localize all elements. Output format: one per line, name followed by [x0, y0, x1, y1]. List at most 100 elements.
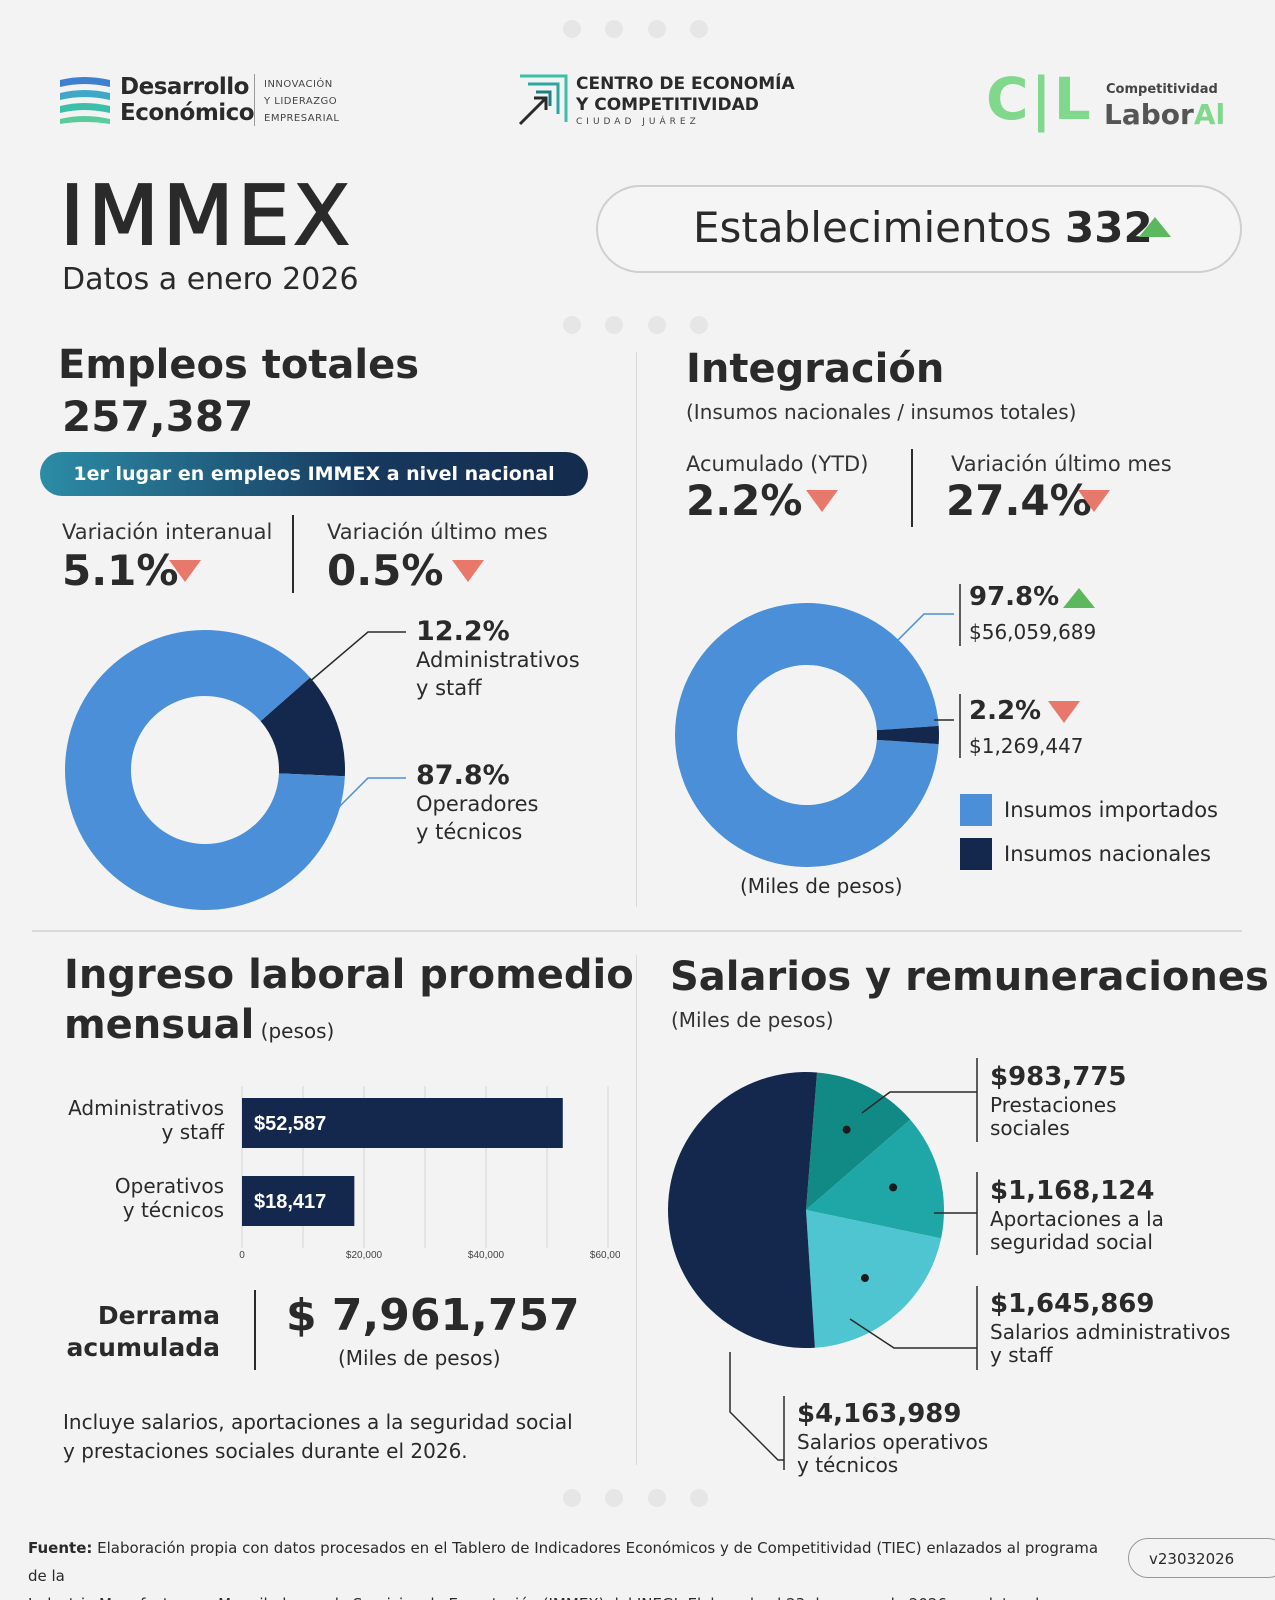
- column-divider: [636, 352, 637, 907]
- page-title: IMMEX: [59, 169, 354, 264]
- integracion-subtitle: (Insumos nacionales / insumos totales): [686, 400, 1077, 424]
- trend-down-icon: [1078, 490, 1110, 512]
- legend-swatch-importados: [960, 794, 992, 826]
- legend-label-importados: Insumos importados: [1004, 798, 1218, 822]
- bar2-label-line2: y técnicos: [122, 1198, 224, 1222]
- nac-amount: $1,269,447: [969, 734, 1084, 758]
- x-tick-label: $60,000: [590, 1250, 620, 1261]
- decor-dot: [690, 1489, 708, 1507]
- pie-marker-dot: [860, 1274, 869, 1283]
- row-divider: [32, 930, 1242, 932]
- bar-value-label: $18,417: [254, 1191, 326, 1213]
- empleos-title: Empleos totales: [58, 342, 420, 388]
- footer-source-label: Fuente:: [28, 1539, 93, 1557]
- waves-logo-icon: [60, 77, 110, 124]
- ranking-banner: 1er lugar en empleos IMMEX a nivel nacio…: [40, 452, 588, 496]
- pie-slice-salarios-operativos: [668, 1072, 818, 1348]
- decor-dot: [605, 316, 623, 334]
- salarios-title: Salarios y remuneraciones: [670, 954, 1269, 1000]
- integracion-mes-value: 27.4%: [946, 476, 1092, 525]
- trend-up-icon: [1139, 217, 1171, 237]
- pie-marker-dot: [842, 1125, 851, 1134]
- ingreso-note-line1: Incluye salarios, aportaciones a la segu…: [63, 1410, 573, 1434]
- nac-pct: 2.2%: [969, 696, 1042, 726]
- legend-swatch-nacionales: [960, 838, 992, 870]
- decor-dot: [690, 316, 708, 334]
- integracion-donut-chart: [675, 603, 939, 867]
- sal4-label2: y técnicos: [797, 1453, 899, 1477]
- integracion-units: (Miles de pesos): [740, 874, 903, 898]
- salarios-leader-lines: [729, 1058, 978, 1470]
- salarios-subtitle: (Miles de pesos): [671, 1008, 834, 1032]
- logo3-letters: C|L: [986, 65, 1093, 133]
- ytd-value: 2.2%: [686, 476, 803, 525]
- trend-down-icon: [169, 560, 201, 582]
- derrama-units: (Miles de pesos): [338, 1346, 501, 1370]
- sal2-value: $1,168,124: [990, 1176, 1155, 1206]
- decor-dot: [690, 20, 708, 38]
- decor-dot: [605, 20, 623, 38]
- bar2-label-line1: Operativos: [114, 1174, 224, 1198]
- empleos-leader-lines: [307, 631, 406, 811]
- derrama-value: $ 7,961,757: [286, 1290, 580, 1341]
- x-tick-label: 0: [239, 1250, 245, 1261]
- trend-down-icon: [452, 560, 484, 582]
- sal3-value: $1,645,869: [990, 1289, 1155, 1319]
- sal3-label2: y staff: [990, 1343, 1053, 1367]
- donut-slice-nacionales: [876, 725, 939, 745]
- salarios-pie-chart: [668, 1072, 944, 1348]
- sal4-value: $4,163,989: [797, 1399, 962, 1429]
- sal1-value: $983,775: [990, 1062, 1127, 1092]
- integracion-leader-lines: [895, 584, 961, 758]
- x-tick-label: $20,000: [346, 1250, 383, 1261]
- imp-pct: 97.8%: [969, 582, 1060, 612]
- stat-divider: [292, 515, 294, 593]
- stat-divider: [254, 1290, 256, 1370]
- decor-dot: [563, 1489, 581, 1507]
- ingreso-bar-chart: $52,587 $18,417 0 $20,000 $40,000 $60,000: [239, 1086, 620, 1261]
- sal1-label2: sociales: [990, 1116, 1070, 1140]
- arrow-logo-icon: [518, 74, 568, 126]
- empleos-seg2-pct: 87.8%: [416, 760, 510, 791]
- pie-slice-salarios-admin: [806, 1210, 942, 1348]
- var-anual-label: Variación interanual: [62, 520, 273, 544]
- integracion-title: Integración: [686, 346, 945, 392]
- pie-marker-dot: [889, 1183, 898, 1192]
- ingreso-title-line1: Ingreso laboral promedio: [64, 952, 634, 998]
- decor-dot: [605, 1489, 623, 1507]
- logo-competitividad-laboral: C|L Competitividad LaborAl: [986, 66, 1226, 136]
- footer-source-text2: Industria Manufacturera, Maquiladora y d…: [28, 1590, 1118, 1600]
- stat-divider: [911, 449, 913, 527]
- logo1-tag3: EMPRESARIAL: [264, 113, 340, 124]
- bar1-label-line1: Administrativos: [68, 1096, 224, 1120]
- pie-slice-prestaciones: [806, 1072, 911, 1210]
- var-mes-value: 0.5%: [327, 546, 444, 595]
- establecimientos-value: 332: [1065, 203, 1153, 252]
- empleos-total: 257,387: [62, 392, 254, 441]
- logo1-tag2: Y LIDERAZGO: [264, 96, 338, 107]
- column-divider: [636, 955, 637, 1465]
- ytd-label: Acumulado (YTD): [686, 452, 869, 476]
- version-badge: v23032026: [1128, 1538, 1275, 1578]
- sal3-label1: Salarios administrativos: [990, 1320, 1231, 1344]
- logo-desarrollo-economico: Desarrollo Económico INNOVACIÓN Y LIDERA…: [58, 74, 358, 134]
- logo2-line3: CIUDAD JUÁREZ: [576, 117, 700, 127]
- bar: [242, 1098, 563, 1148]
- var-mes-label: Variación último mes: [327, 520, 548, 544]
- donut-slice-administrativos: [260, 677, 345, 777]
- imp-amount: $56,059,689: [969, 620, 1097, 644]
- logo3-small: Competitividad: [1106, 82, 1218, 97]
- logo3-big-accent: Al: [1193, 98, 1226, 131]
- page-subtitle: Datos a enero 2026: [62, 262, 359, 297]
- logo2-line2: Y COMPETITIVIDAD: [576, 95, 759, 115]
- footer-source: Fuente: Elaboración propia con datos pro…: [28, 1534, 1118, 1600]
- ingreso-title-unit: (pesos): [260, 1019, 335, 1043]
- ingreso-title-line2: mensual: [64, 1002, 255, 1048]
- legend-label-nacionales: Insumos nacionales: [1004, 842, 1211, 866]
- sal2-label2: seguridad social: [990, 1230, 1153, 1254]
- pie-slice-aportaciones: [806, 1119, 944, 1239]
- integracion-mes-label: Variación último mes: [951, 452, 1172, 476]
- x-tick-label: $40,000: [468, 1250, 505, 1261]
- ingreso-note-line2: y prestaciones sociales durante el 2026.: [63, 1439, 468, 1463]
- sal2-label1: Aportaciones a la: [990, 1207, 1164, 1231]
